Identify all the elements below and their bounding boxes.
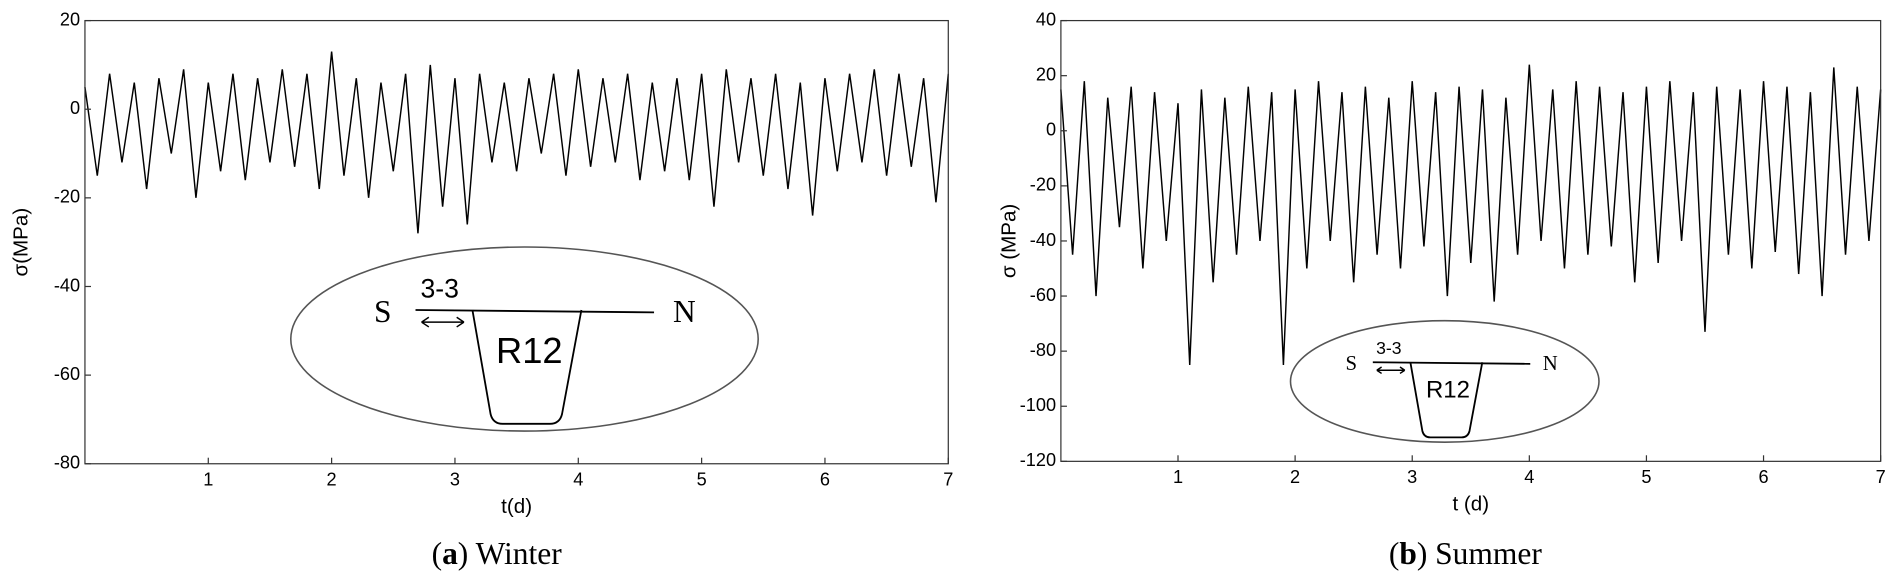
y-tick-label: 20 [60, 9, 80, 29]
y-tick-label: 20 [1036, 64, 1056, 84]
x-tick-label: 6 [1758, 467, 1768, 487]
caption: (b) Summer [1389, 536, 1543, 571]
y-axis-label: σ (MPa) [997, 204, 1020, 278]
signal-line [1060, 64, 1882, 365]
caption-part: b [1399, 536, 1417, 571]
y-tick-label: -80 [1030, 340, 1056, 360]
x-tick-label: 4 [573, 470, 583, 490]
x-tick-label: 3 [1407, 467, 1417, 487]
x-tick-label: 7 [943, 470, 953, 490]
chart: 40 20 0 -20 -40 -60 -80 -100 -120 1 2 3 4 5 6 7 t (d) σ (… [997, 9, 1885, 571]
y-tick-label: -40 [1030, 230, 1056, 250]
chart: 20 0 -20 -40 -60 -80 1 2 3 4 5 6 7 t(d) σ(MPa) S 3-3 R12 N… [9, 9, 953, 571]
y-tick-label: -100 [1020, 395, 1056, 415]
plot-frame [84, 19, 949, 465]
x-tick-label: 2 [327, 470, 337, 490]
inset-deck [1372, 361, 1531, 365]
inset-start: S [374, 294, 392, 329]
caption-part: ) Winter [458, 536, 562, 571]
inset-section: 3-3 [420, 274, 458, 304]
inset-section: 3-3 [1376, 338, 1401, 358]
x-axis-label: t(d) [501, 495, 532, 518]
inset-rib [1409, 362, 1484, 439]
x-tick-label: 6 [820, 470, 830, 490]
y-tick-label: -20 [1030, 175, 1056, 195]
inset-arrow [1376, 366, 1406, 375]
inset-arrow [421, 316, 465, 328]
caption-part: ) Summer [1417, 536, 1543, 571]
caption-part: ( [432, 536, 442, 571]
caption-part: ( [1389, 536, 1399, 571]
y-tick-label: -120 [1020, 450, 1056, 470]
caption-part: a [442, 536, 458, 571]
inset-end: N [1543, 352, 1558, 375]
x-tick-label: 5 [697, 470, 707, 490]
y-tick-label: -60 [54, 364, 80, 384]
inset-rib [471, 309, 583, 425]
x-tick-label: 4 [1524, 467, 1534, 487]
y-tick-label: -40 [54, 275, 80, 295]
x-axis-label: t (d) [1452, 492, 1489, 515]
x-tick-label: 3 [450, 470, 460, 490]
caption: (a) Winter [432, 536, 563, 571]
y-tick-label: -20 [54, 187, 80, 207]
x-tick-label: 5 [1641, 467, 1651, 487]
inset-start: S [1345, 352, 1357, 375]
y-axis-label: σ(MPa) [9, 208, 32, 277]
inset-end: N [673, 294, 696, 329]
y-tick-label: 40 [1036, 9, 1056, 29]
inset-ellipse [1289, 319, 1600, 443]
x-tick-label: 7 [1876, 467, 1886, 487]
inset-rib-label: R12 [1426, 376, 1470, 403]
y-tick-label: 0 [1046, 120, 1056, 140]
x-tick-label: 1 [203, 470, 213, 490]
x-tick-label: 1 [1173, 467, 1183, 487]
y-tick-label: -60 [1030, 285, 1056, 305]
y-tick-label: -80 [54, 453, 80, 473]
inset-deck [415, 309, 655, 314]
y-tick-label: 0 [70, 98, 80, 118]
x-tick-label: 2 [1290, 467, 1300, 487]
inset-ellipse [290, 246, 759, 432]
inset-rib-label: R12 [496, 330, 563, 371]
signal-line [84, 51, 950, 234]
